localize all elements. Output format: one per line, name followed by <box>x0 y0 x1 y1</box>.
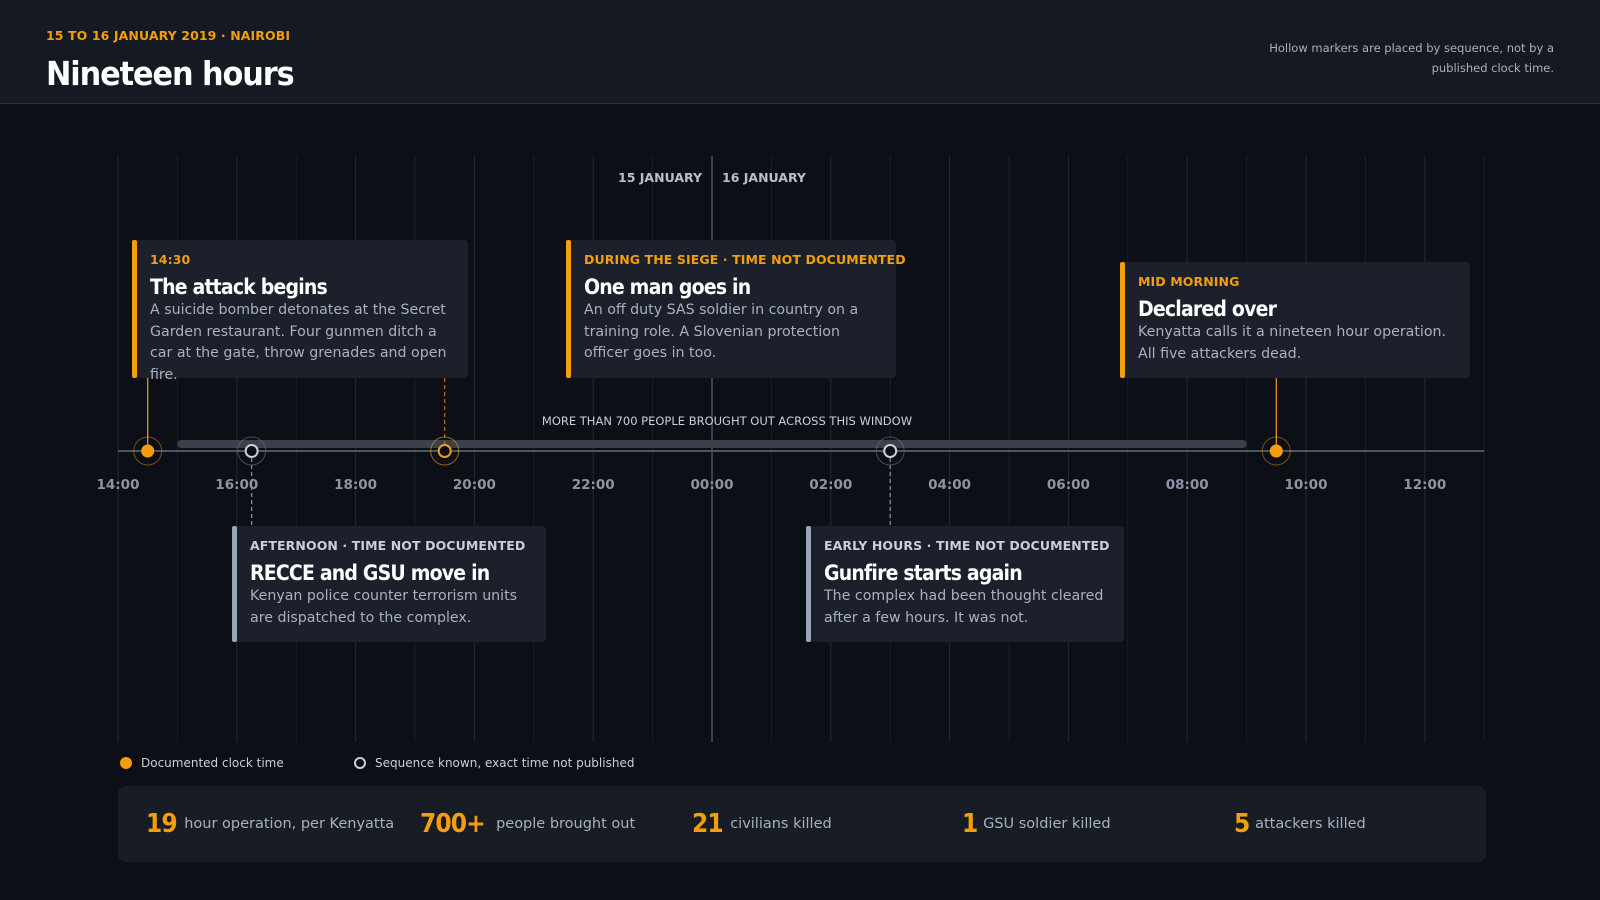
event-tag: EARLY HOURS · TIME NOT DOCUMENTED <box>824 538 1110 553</box>
stat-value: 21 <box>692 809 724 839</box>
stat-label: civilians killed <box>730 816 832 832</box>
stat-label: people brought out <box>496 816 636 832</box>
documented-marker <box>141 444 155 458</box>
event-title: One man goes in <box>584 275 751 299</box>
x-tick-label: 14:00 <box>97 477 140 493</box>
event-tag: AFTERNOON · TIME NOT DOCUMENTED <box>250 538 526 553</box>
x-tick-label: 06:00 <box>1047 477 1090 493</box>
stat-attackers-killed: 5 attackers killed <box>1234 786 1366 862</box>
x-tick-label: 18:00 <box>334 477 377 493</box>
event-tag: MID MORNING <box>1138 274 1240 289</box>
stat-value: 5 <box>1234 809 1250 839</box>
sequence-marker <box>244 444 259 458</box>
marker-halo <box>875 436 905 466</box>
event-title: The attack begins <box>150 275 328 299</box>
stat-value: 700+ <box>420 809 486 839</box>
stat-gsu-killed: 1 GSU soldier killed <box>962 786 1111 862</box>
legend-documented: Documented clock time <box>120 756 284 770</box>
stats-bar: 19 hour operation, per Kenyatta 700+ peo… <box>118 786 1486 862</box>
legend-sequence: Sequence known, exact time not published <box>354 756 634 770</box>
event-title: Declared over <box>1138 297 1277 321</box>
x-tick-label: 22:00 <box>572 477 615 493</box>
header: 15 TO 16 JANUARY 2019 · NAIROBI Nineteen… <box>0 0 1600 104</box>
evacuation-span-label: MORE THAN 700 PEOPLE BROUGHT OUT ACROSS … <box>542 414 912 428</box>
date-location-kicker: 15 TO 16 JANUARY 2019 · NAIROBI <box>46 28 291 43</box>
event-card-gunfire-again: EARLY HOURS · TIME NOT DOCUMENTED Gunfir… <box>806 526 1124 642</box>
event-text: An off duty SAS soldier in country on a … <box>584 302 859 361</box>
sequence-marker <box>883 444 898 458</box>
x-tick-label: 10:00 <box>1285 477 1328 493</box>
day-label-right: 16 JANUARY <box>722 170 807 185</box>
event-card-recce-gsu: AFTERNOON · TIME NOT DOCUMENTED RECCE an… <box>232 526 546 642</box>
marker-halo <box>133 436 163 466</box>
stat-label: attackers killed <box>1255 816 1366 832</box>
stat-value: 19 <box>146 809 178 839</box>
stat-people-out: 700+ people brought out <box>420 786 635 862</box>
event-text: The complex had been thought cleared aft… <box>824 588 1104 626</box>
stat-operation-hours: 19 hour operation, per Kenyatta <box>146 786 394 862</box>
x-tick-label: 20:00 <box>453 477 496 493</box>
marker-note: Hollow markers are placed by sequence, n… <box>1269 41 1554 75</box>
stat-label: hour operation, per Kenyatta <box>184 816 395 832</box>
filled-dot-icon <box>120 757 132 769</box>
stat-value: 1 <box>962 809 978 839</box>
x-tick-label: 02:00 <box>809 477 852 493</box>
day-label-left: 15 JANUARY <box>618 170 703 185</box>
event-tag: DURING THE SIEGE · TIME NOT DOCUMENTED <box>584 252 906 267</box>
x-tick-label: 12:00 <box>1403 477 1446 493</box>
hollow-dot-icon <box>354 757 366 769</box>
x-tick-label: 16:00 <box>215 477 258 493</box>
page-title: Nineteen hours <box>46 54 295 93</box>
marker-halo <box>1261 436 1291 466</box>
x-tick-label: 04:00 <box>928 477 971 493</box>
x-tick-label: 08:00 <box>1166 477 1209 493</box>
stat-label: GSU soldier killed <box>983 816 1111 832</box>
evacuation-span-bar <box>177 440 1247 448</box>
x-tick-label: 00:00 <box>691 477 734 493</box>
event-card-attack-begins: 14:30 The attack begins A suicide bomber… <box>132 240 468 383</box>
event-text: A suicide bomber detonates at the Secret… <box>150 302 447 383</box>
event-text: Kenyatta calls it a nineteen hour operat… <box>1138 324 1447 362</box>
legend-sequence-label: Sequence known, exact time not published <box>375 756 635 770</box>
legend-documented-label: Documented clock time <box>141 756 284 770</box>
event-tag: 14:30 <box>150 252 191 267</box>
stat-civilians-killed: 21 civilians killed <box>692 786 832 862</box>
event-card-one-man-goes-in: DURING THE SIEGE · TIME NOT DOCUMENTED O… <box>566 240 906 378</box>
marker-halo <box>430 436 460 466</box>
sequence-marker <box>437 444 452 458</box>
documented-marker <box>1269 444 1283 458</box>
marker-halo <box>237 436 267 466</box>
event-title: Gunfire starts again <box>824 561 1023 585</box>
event-card-declared-over: MID MORNING Declared over Kenyatta calls… <box>1120 262 1470 378</box>
event-title: RECCE and GSU move in <box>250 561 490 585</box>
event-text: Kenyan police counter terrorism units ar… <box>250 588 518 626</box>
